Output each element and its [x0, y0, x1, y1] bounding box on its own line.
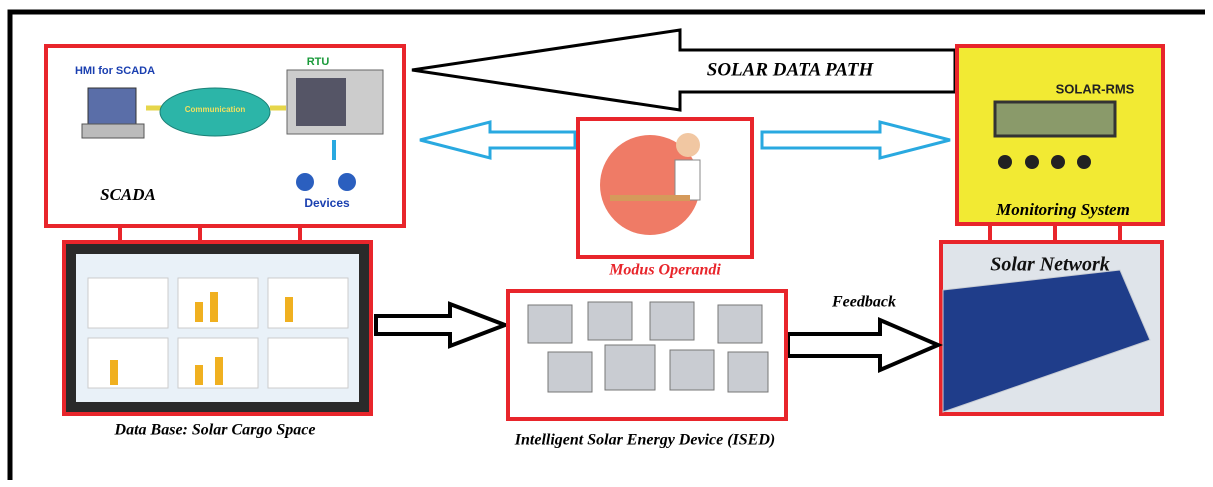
hmi-base: [82, 124, 144, 138]
node-label: Solar Network: [990, 254, 1109, 276]
panel: [88, 278, 168, 328]
device-screen: [670, 350, 714, 390]
arrow-label: Feedback: [831, 294, 896, 311]
button: [1025, 155, 1039, 169]
device-screen: [528, 305, 572, 343]
diagram: SOLAR DATA PATH HMI for SCADA Communicat…: [0, 0, 1213, 487]
rtu-rack: [296, 78, 346, 126]
button: [1077, 155, 1091, 169]
panel: [268, 278, 348, 328]
display: [995, 102, 1115, 136]
panel: [268, 338, 348, 388]
node-label: Intelligent Solar Energy Device (ISED): [514, 432, 775, 449]
button: [1051, 155, 1065, 169]
node-label: SCADA: [100, 185, 156, 204]
device-screen: [605, 345, 655, 390]
avatar-head: [676, 133, 700, 157]
part-label: Devices: [304, 196, 350, 210]
node-label: Data Base: Solar Cargo Space: [114, 422, 316, 439]
node-label: Modus Operandi: [608, 262, 721, 279]
device-screen: [718, 305, 762, 343]
device-icon: [338, 173, 356, 191]
avatar-body: [675, 160, 700, 200]
part-label: Communication: [185, 105, 246, 114]
part-label: RTU: [307, 56, 330, 68]
desk: [610, 195, 690, 201]
button: [998, 155, 1012, 169]
device-screen: [728, 352, 768, 392]
device-icon: [296, 173, 314, 191]
arrow-label: SOLAR DATA PATH: [707, 59, 875, 80]
device-screen: [650, 302, 694, 340]
device-label: SOLAR-RMS: [1056, 81, 1135, 96]
device-screen: [548, 352, 592, 392]
part-label: HMI for SCADA: [75, 65, 155, 77]
hmi-monitor: [88, 88, 136, 124]
panel: [88, 338, 168, 388]
node-label: Monitoring System: [995, 200, 1130, 219]
device-screen: [588, 302, 632, 340]
